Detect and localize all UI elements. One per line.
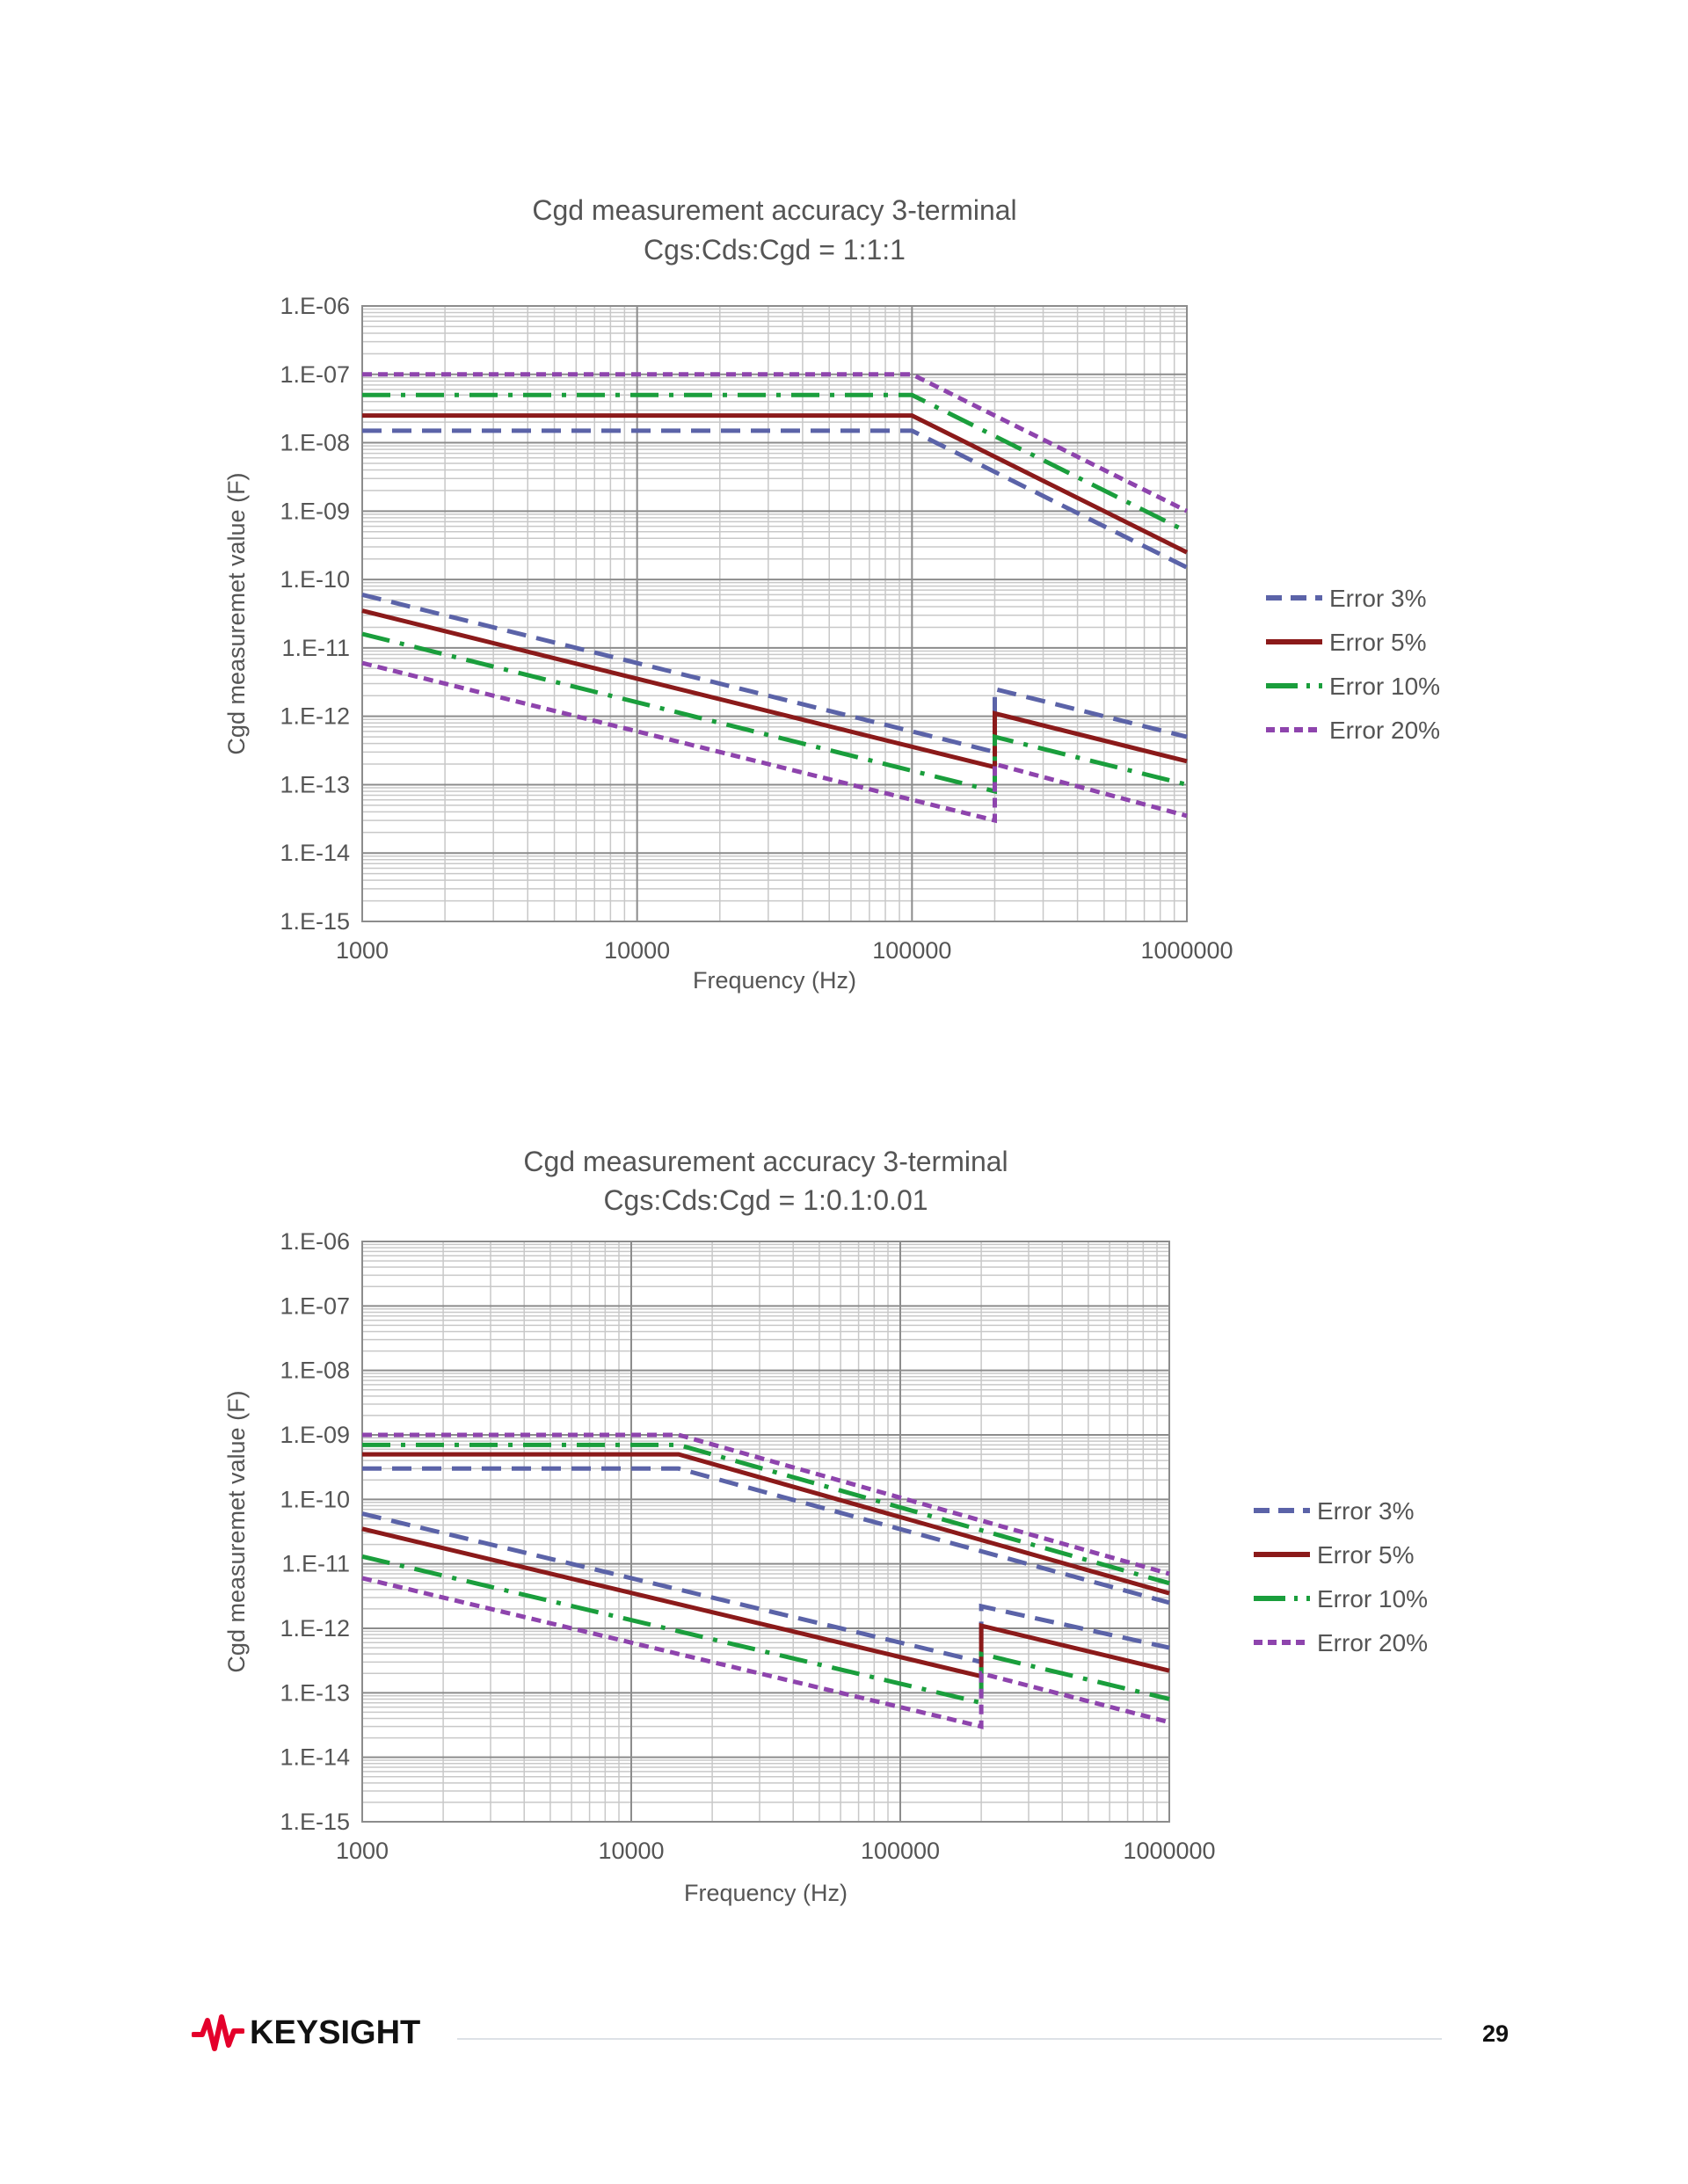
series-error-3- — [361, 428, 1189, 755]
y-tick-label: 1.E-14 — [280, 840, 350, 866]
y-tick-label: 1.E-08 — [280, 1358, 350, 1384]
brand-name: KEYSIGHT — [250, 2013, 421, 2051]
keysight-wave-icon — [192, 2014, 244, 2051]
series-line-lower — [361, 1526, 1170, 1679]
y-tick-label: 1.E-09 — [280, 1422, 350, 1448]
series-line-lower — [361, 660, 1188, 824]
plot-frame — [361, 305, 1188, 922]
y-tick-label: 1.E-07 — [280, 1292, 350, 1319]
y-tick-label: 1.E-13 — [280, 1679, 350, 1706]
series-line-upper — [362, 1442, 1170, 1586]
series-error-3- — [361, 1466, 1170, 1665]
y-tick-label: 1.E-08 — [280, 430, 350, 456]
x-axis-label: Frequency (Hz) — [684, 1880, 848, 1906]
series-line-lower — [361, 592, 1188, 755]
x-axis-label: Frequency (Hz) — [693, 967, 856, 994]
chart-2: Cgd measurement accuracy 3-terminal Cgs:C… — [0, 1134, 1688, 1943]
x-tick-label: 100000 — [872, 937, 951, 964]
x-tick-label: 1000000 — [1140, 937, 1233, 964]
page-number: 29 — [1482, 2020, 1510, 2047]
chart-subtitle: Cgs:Cds:Cgd = 1:0.1:0.01 — [603, 1184, 928, 1216]
series-line-upper — [362, 1466, 1170, 1605]
series-line-upper — [362, 1432, 1170, 1576]
series-line-upper — [362, 1452, 1170, 1596]
legend-entry: Error 20% — [1317, 1629, 1428, 1656]
y-tick-label: 1.E-06 — [280, 293, 350, 319]
x-tick-label: 10000 — [604, 937, 670, 964]
y-tick-label: 1.E-15 — [280, 1809, 350, 1835]
series-error-5- — [361, 1452, 1170, 1679]
chart-1-svg: Cgd measurement accuracy 3-terminal Cgs:C… — [223, 194, 1440, 994]
page-footer: KEYSIGHT 29 — [0, 1996, 1688, 2066]
y-tick-label: 1.E-11 — [281, 1551, 350, 1577]
series-line-upper — [362, 372, 1189, 513]
chart-2-svg: Cgd measurement accuracy 3-terminal Cgs:C… — [223, 1146, 1428, 1906]
legend-entry: Error 3% — [1329, 585, 1426, 612]
chart-title: Cgd measurement accuracy 3-terminal — [523, 1146, 1008, 1177]
series-error-20- — [361, 372, 1189, 824]
chart-subtitle: Cgs:Cds:Cgd = 1:1:1 — [644, 234, 906, 266]
y-tick-label: 1.E-13 — [280, 771, 350, 797]
x-tick-label: 1000000 — [1123, 1838, 1215, 1864]
series-error-20- — [361, 1432, 1170, 1729]
y-tick-label: 1.E-10 — [280, 566, 350, 593]
y-tick-label: 1.E-12 — [280, 703, 350, 730]
plot-frame — [361, 1241, 1170, 1823]
footer-divider — [457, 2038, 1442, 2040]
x-tick-label: 1000 — [336, 1838, 389, 1864]
y-axis-label: Cgd measuremet value (F) — [223, 472, 250, 754]
chart-1: Cgd measurement accuracy 3-terminal Cgs:C… — [0, 193, 1688, 1020]
legend: Error 3% Error 5% Error 10% Error 20% — [1254, 1497, 1428, 1656]
legend-entry: Error 20% — [1329, 717, 1440, 744]
series-line-lower — [361, 631, 1188, 795]
x-tick-label: 10000 — [598, 1838, 664, 1864]
x-tick-label: 100000 — [861, 1838, 940, 1864]
series-line-upper — [362, 392, 1189, 534]
y-tick-label: 1.E-15 — [280, 908, 350, 935]
legend-entry: Error 10% — [1329, 673, 1440, 700]
legend: Error 3% Error 5% Error 10% Error 20% — [1266, 585, 1440, 744]
y-tick-label: 1.E-11 — [281, 635, 350, 661]
legend-entry: Error 5% — [1329, 629, 1426, 656]
y-tick-label: 1.E-10 — [280, 1486, 350, 1512]
y-axis-label: Cgd measuremet value (F) — [223, 1390, 250, 1672]
chart-title: Cgd measurement accuracy 3-terminal — [532, 194, 1016, 226]
legend-entry: Error 3% — [1317, 1497, 1414, 1525]
series-line-upper — [362, 413, 1189, 555]
grid — [361, 1241, 1170, 1823]
grid — [361, 305, 1188, 922]
series-error-10- — [361, 392, 1189, 795]
legend-entry: Error 10% — [1317, 1585, 1428, 1613]
series-line-upper — [362, 428, 1189, 570]
y-tick-label: 1.E-07 — [280, 361, 350, 388]
x-tick-label: 1000 — [336, 937, 389, 964]
y-tick-label: 1.E-09 — [280, 498, 350, 524]
y-tick-label: 1.E-12 — [280, 1615, 350, 1642]
legend-entry: Error 5% — [1317, 1541, 1414, 1569]
y-tick-label: 1.E-06 — [280, 1228, 350, 1255]
series-line-lower — [361, 1576, 1170, 1729]
keysight-logo: KEYSIGHT — [192, 2012, 420, 2054]
y-tick-label: 1.E-14 — [280, 1744, 350, 1771]
